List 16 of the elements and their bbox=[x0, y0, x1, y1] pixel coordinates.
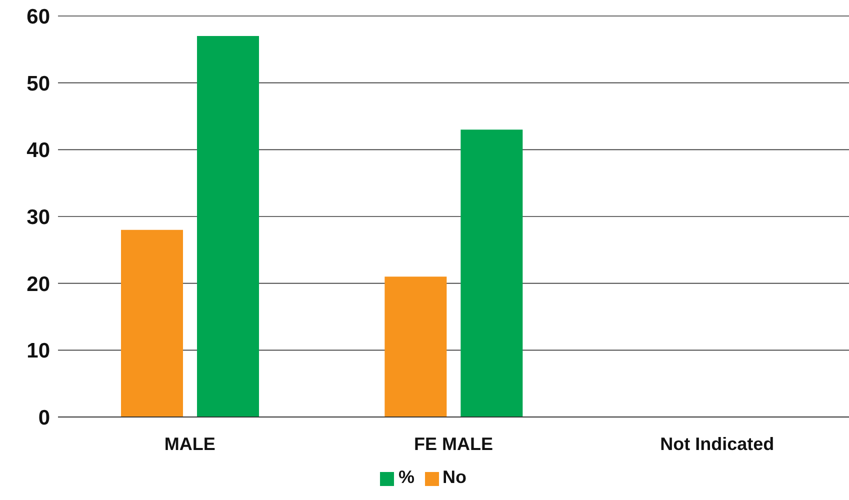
bar bbox=[460, 130, 523, 417]
y-tick-label: 40 bbox=[26, 139, 50, 162]
bar bbox=[384, 276, 447, 417]
y-tick-label: 60 bbox=[26, 5, 50, 28]
legend-label: % bbox=[398, 467, 414, 487]
y-tick-label: 10 bbox=[26, 340, 50, 363]
y-tick-label: 50 bbox=[26, 72, 50, 96]
y-tick-label: 30 bbox=[26, 206, 50, 229]
bar bbox=[197, 36, 259, 417]
y-tick-label: 0 bbox=[38, 406, 50, 430]
x-tick-label: MALE bbox=[164, 434, 216, 454]
x-tick-label: Not Indicated bbox=[660, 434, 774, 454]
x-tick-label: FE MALE bbox=[414, 434, 493, 454]
legend-label: No bbox=[442, 467, 466, 487]
bar bbox=[121, 230, 183, 417]
y-tick-label: 20 bbox=[26, 272, 50, 296]
